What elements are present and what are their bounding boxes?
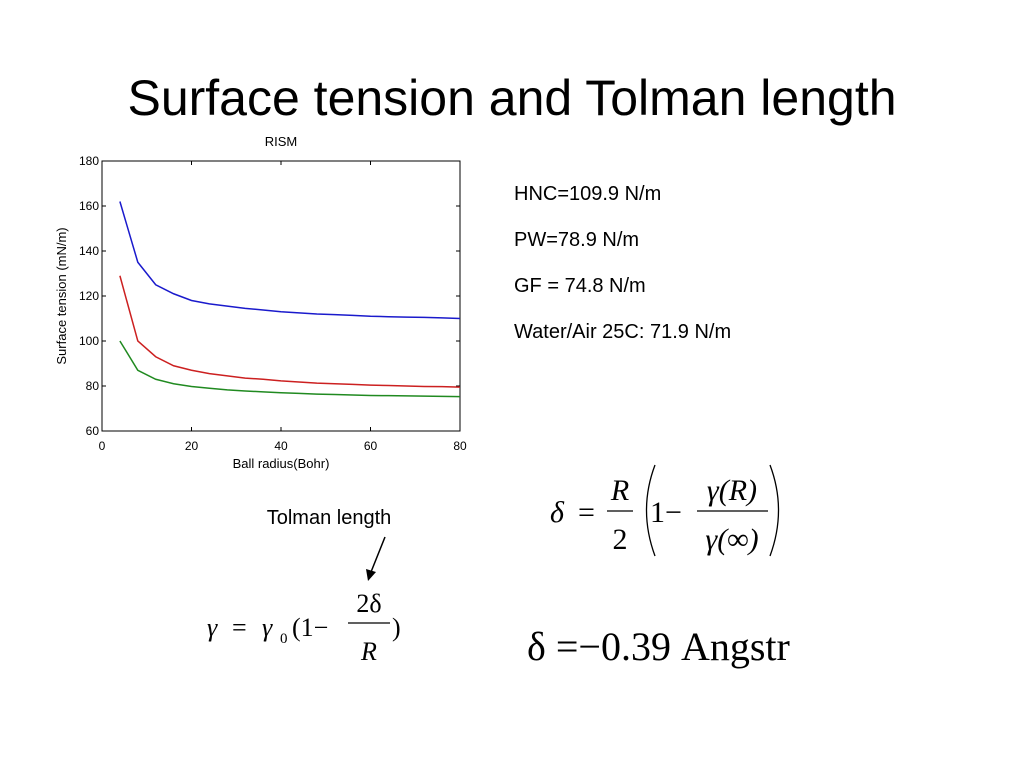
bracket [645,464,656,557]
eq-symbol: δ [550,496,565,529]
chart-title: RISM [265,134,298,149]
arrow-head [366,569,376,581]
note: PW=78.9 N/m [514,229,639,251]
eq-symbol: = [232,613,247,642]
eq-symbol: = [578,496,595,529]
note: HNC=109.9 N/m [514,183,661,205]
x-tick-label: 0 [99,439,106,453]
eq-symbol: 0 [280,631,288,647]
slide-title: Surface tension and Tolman length [127,70,896,126]
eq-symbol: 2 [613,523,628,556]
eq-symbol: γ(∞) [705,523,758,556]
eq-symbol: γ [207,613,218,642]
y-tick-label: 60 [86,424,100,438]
x-tick-label: 20 [185,439,199,453]
eq-symbol: R [360,637,377,666]
y-tick-label: 120 [79,289,99,303]
bracket [769,464,780,557]
arrow [370,536,386,573]
y-axis-label: Surface tension (mN/m) [54,227,69,364]
eq-symbol: R [610,474,629,507]
x-tick-label: 40 [274,439,288,453]
plot-frame [101,160,461,432]
eq-symbol: 1− [650,496,682,529]
series-line [119,340,461,398]
x-tick-label: 80 [453,439,467,453]
x-tick-label: 60 [364,439,378,453]
eq-symbol: γ [262,613,273,642]
eq-symbol: γ(R) [707,474,757,507]
y-tick-label: 80 [86,379,100,393]
eq-symbol: (1− [292,613,328,642]
equation-value: δ =−0.39 Angstr [527,624,790,669]
annotation: Tolman length [267,507,392,529]
series-line [119,275,461,388]
equation-gamma: γ = γ 0 (1− 2δ R ) [207,589,401,666]
series-line [119,201,461,320]
eq-symbol: ) [392,613,401,642]
x-axis-label: Ball radius(Bohr) [233,456,330,471]
note: Water/Air 25C: 71.9 N/m [514,321,731,343]
plot: 60 80 100 120 140 160 180 0 20 40 60 80 [79,154,467,453]
eq-symbol: 2δ [356,589,381,618]
note: GF = 74.8 N/m [514,275,646,297]
y-tick-label: 140 [79,244,99,258]
y-tick-label: 180 [79,154,99,168]
y-tick-label: 160 [79,199,99,213]
y-tick-label: 100 [79,334,99,348]
equation-delta: δ = R 2 1− γ(R) γ(∞) [550,464,780,557]
